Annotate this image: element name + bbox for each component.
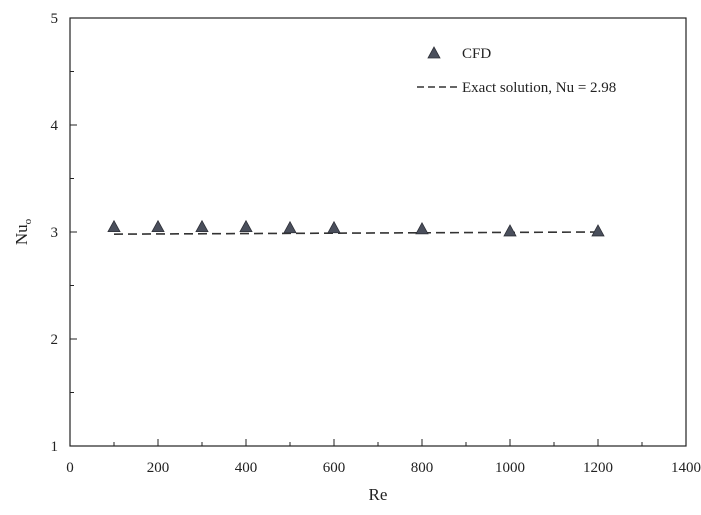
cfd-point bbox=[592, 225, 604, 236]
x-tick-label: 1200 bbox=[583, 460, 613, 476]
y-tick-label: 5 bbox=[51, 11, 59, 27]
x-tick-label: 800 bbox=[411, 460, 434, 476]
y-axis-title-subscript: o bbox=[22, 218, 34, 224]
cfd-point bbox=[504, 225, 516, 236]
exact-solution-line bbox=[114, 232, 598, 234]
y-tick-label: 1 bbox=[51, 439, 59, 455]
legend-label-exact: Exact solution, Nu = 2.98 bbox=[462, 80, 616, 96]
y-tick-label: 4 bbox=[51, 118, 59, 134]
x-tick-label: 600 bbox=[323, 460, 346, 476]
legend-marker-cfd bbox=[428, 47, 440, 58]
y-axis-title-main: Nu bbox=[12, 224, 31, 245]
x-tick-label: 200 bbox=[147, 460, 170, 476]
cfd-point bbox=[152, 221, 164, 232]
cfd-point bbox=[240, 221, 252, 232]
x-tick-label: 1000 bbox=[495, 460, 525, 476]
x-axis-title: Re bbox=[369, 485, 388, 504]
legend: CFD Exact solution, Nu = 2.98 bbox=[417, 46, 616, 96]
cfd-point bbox=[416, 223, 428, 234]
y-axis-title: Nuo bbox=[12, 218, 34, 245]
x-tick-label: 0 bbox=[66, 460, 74, 476]
x-tick-label: 1400 bbox=[671, 460, 701, 476]
y-tick-label: 2 bbox=[51, 332, 59, 348]
x-tick-label: 400 bbox=[235, 460, 258, 476]
legend-label-cfd: CFD bbox=[462, 46, 491, 62]
series-layer bbox=[108, 221, 604, 236]
y-tick-label: 3 bbox=[51, 225, 59, 241]
cfd-point bbox=[196, 221, 208, 232]
cfd-point bbox=[108, 221, 120, 232]
cfd-point bbox=[284, 222, 296, 233]
cfd-point bbox=[328, 222, 340, 233]
